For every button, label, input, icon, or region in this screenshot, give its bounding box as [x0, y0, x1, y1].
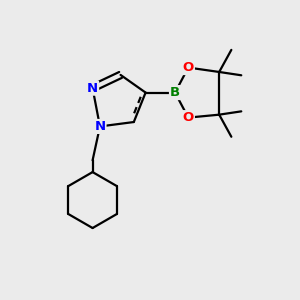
- Text: O: O: [183, 61, 194, 74]
- Text: N: N: [87, 82, 98, 95]
- Text: N: N: [94, 120, 106, 133]
- Text: B: B: [170, 86, 180, 99]
- Text: O: O: [183, 111, 194, 124]
